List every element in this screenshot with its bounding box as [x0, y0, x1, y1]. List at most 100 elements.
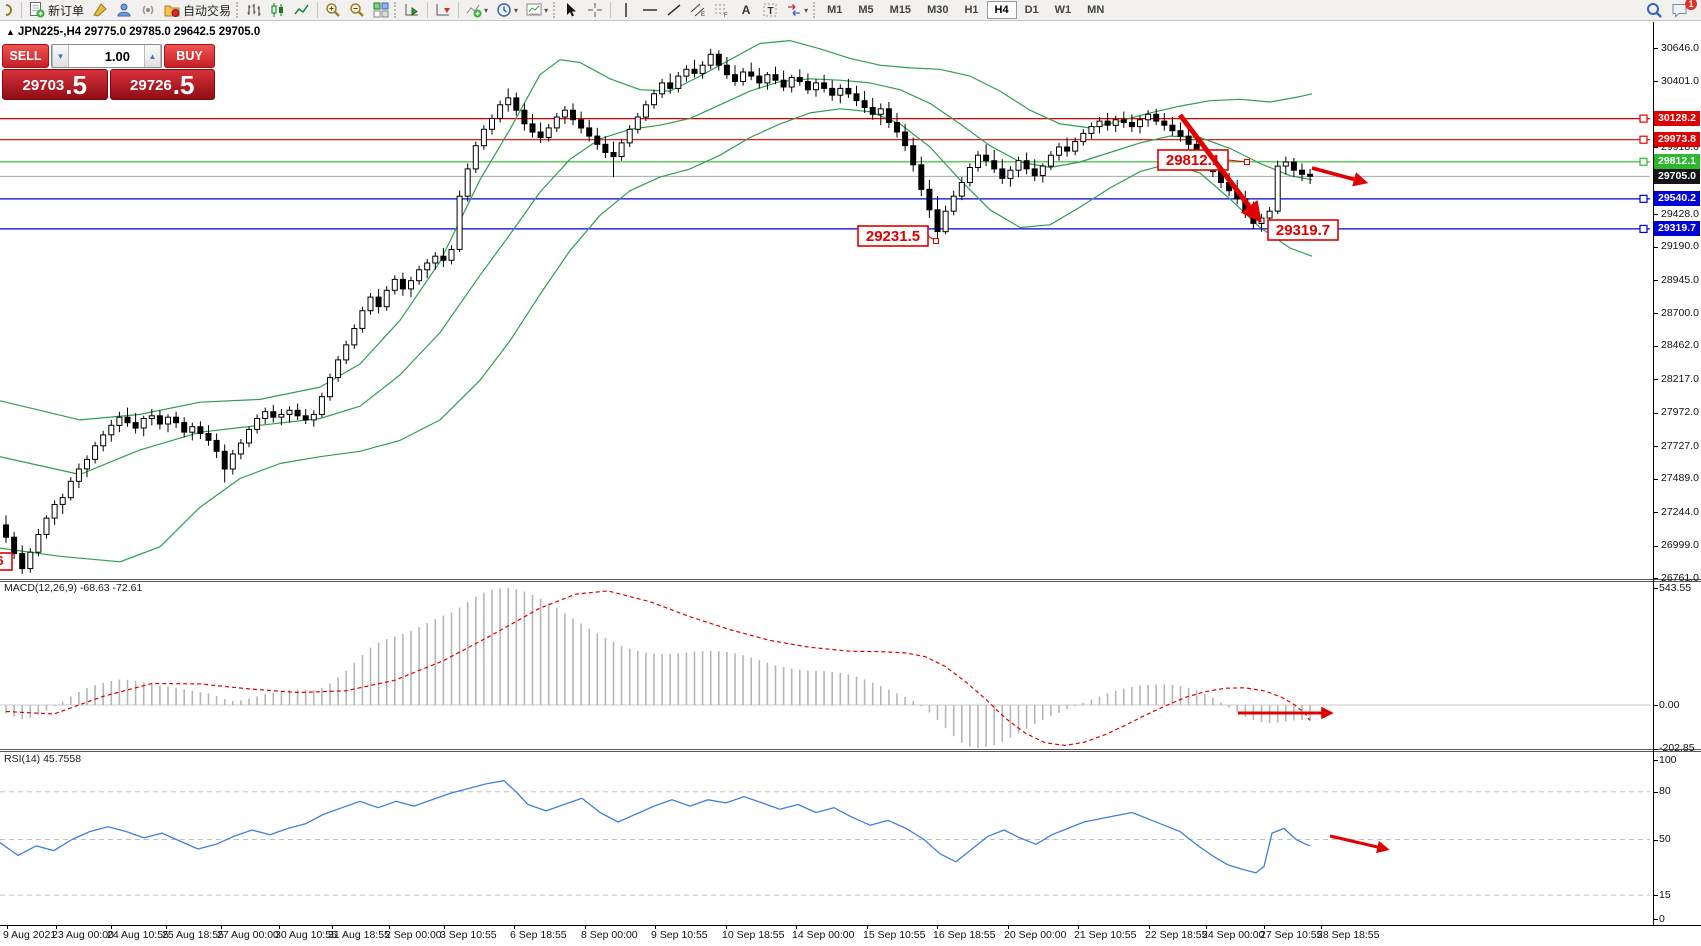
zoom-out-icon[interactable] — [345, 1, 369, 20]
cursor-icon[interactable] — [559, 1, 583, 20]
template-button[interactable]: ▾ — [522, 1, 552, 20]
svg-text:F: F — [724, 13, 728, 18]
volume-decrease-button[interactable]: ▼ — [52, 45, 69, 67]
macd-tick-label: 543.55 — [1659, 581, 1692, 594]
line-chart-icon[interactable] — [290, 1, 314, 20]
tab-timeframe-d1[interactable]: D1 — [1024, 4, 1039, 16]
buy-price[interactable]: 29726 .5 — [109, 69, 215, 100]
candle — [1031, 168, 1038, 177]
fibonacci-icon[interactable]: F — [710, 1, 734, 20]
sell-off-arrow[interactable] — [1178, 113, 1262, 224]
arrows-shapes-button[interactable]: ▾ — [782, 1, 812, 20]
toolbar-separator — [317, 2, 319, 18]
chart-shift-icon[interactable] — [431, 1, 455, 20]
time-tick — [796, 926, 797, 929]
chevron-down-icon: ▾ — [484, 5, 489, 15]
candle — [262, 411, 269, 420]
line-handle[interactable] — [1639, 135, 1648, 144]
candle — [586, 127, 593, 137]
candle — [108, 424, 115, 436]
line-handle[interactable] — [1639, 157, 1648, 166]
crosshair-icon[interactable] — [583, 1, 607, 20]
tab-timeframe-m30[interactable]: M30 — [927, 4, 949, 16]
candle — [140, 418, 147, 429]
time-tick — [221, 926, 222, 929]
auto-scroll-icon[interactable] — [400, 1, 424, 20]
tab-timeframe-m15[interactable]: M15 — [889, 4, 912, 16]
tab-timeframe-h4[interactable]: H4 — [986, 1, 1017, 19]
time-tick — [279, 926, 280, 929]
text-icon[interactable]: A — [741, 3, 751, 17]
candle — [3, 524, 9, 538]
line-handle[interactable] — [1639, 224, 1648, 234]
price-tick-label: 28945.0 — [1661, 273, 1699, 286]
candle — [699, 64, 706, 74]
price-annotation-text: 29812.1 — [1166, 152, 1220, 169]
rsi-tick — [1654, 919, 1658, 920]
search-icon[interactable] — [1642, 1, 1667, 20]
bollinger-lower — [0, 108, 1313, 563]
candle — [472, 145, 479, 170]
rsi-direction-arrow[interactable] — [1329, 834, 1390, 854]
candle — [1056, 146, 1062, 156]
candle — [11, 536, 18, 555]
pullback-arrow[interactable] — [1311, 166, 1369, 187]
price-tick-label: 29428.0 — [1661, 207, 1699, 220]
sell-price[interactable]: 29703 .5 — [2, 69, 108, 100]
tab-timeframe-h1[interactable]: H1 — [964, 4, 979, 16]
volume-input[interactable] — [69, 45, 144, 67]
line-handle[interactable] — [1639, 194, 1648, 203]
candle — [464, 168, 471, 197]
bars-chart-icon[interactable] — [242, 1, 266, 20]
tab-timeframe-mn[interactable]: MN — [1087, 4, 1105, 16]
price-annotation-box[interactable] — [857, 225, 929, 247]
toolbar-separator — [427, 2, 429, 18]
new-order-button[interactable]: 新订单 — [25, 1, 88, 20]
horizontal-line-icon[interactable] — [638, 1, 662, 20]
autotrading-button[interactable]: 自动交易 — [160, 1, 235, 20]
symbol-direction-icon: ▲ — [6, 27, 15, 37]
tab-timeframe-w1[interactable]: W1 — [1054, 4, 1072, 16]
sell-button[interactable]: SELL — [2, 44, 49, 68]
price-annotation-box[interactable] — [0, 552, 13, 571]
time-tick — [1206, 926, 1207, 929]
panel-separator-macd[interactable] — [0, 579, 1701, 582]
price-axis-line[interactable] — [1653, 22, 1654, 925]
panel-separator-rsi[interactable] — [0, 749, 1701, 752]
tab-timeframe-m1[interactable]: M1 — [827, 4, 843, 16]
candle — [715, 53, 722, 66]
tile-windows-icon[interactable] — [369, 1, 393, 20]
candle — [983, 154, 990, 162]
chat-button[interactable]: 1 — [1667, 0, 1697, 20]
profiles-icon[interactable] — [112, 1, 136, 20]
price-tick — [1654, 412, 1658, 414]
candle — [1015, 160, 1022, 171]
time-axis-label: 16 Sep 18:55 — [933, 929, 996, 941]
price-tick — [1654, 214, 1658, 216]
text-label-icon[interactable]: T — [758, 1, 782, 20]
periods-button[interactable]: ▾ — [492, 1, 522, 20]
zoom-in-icon[interactable] — [321, 1, 345, 20]
candlestick-chart-icon[interactable] — [266, 1, 290, 20]
candle — [254, 418, 261, 430]
candle — [918, 164, 925, 190]
time-axis-line[interactable] — [0, 925, 1701, 926]
tab-timeframe-m5[interactable]: M5 — [858, 4, 874, 16]
volume-increase-button[interactable]: ▲ — [144, 45, 161, 67]
indicators-add-button[interactable]: ▾ — [462, 1, 492, 20]
buy-button[interactable]: BUY — [164, 44, 215, 68]
chevron-down-icon: ▾ — [514, 5, 519, 15]
price-annotation-box[interactable] — [1267, 219, 1339, 241]
price-tick — [1654, 48, 1658, 49]
signal-icon[interactable] — [136, 1, 160, 20]
equidistant-channel-icon[interactable]: E — [686, 1, 710, 20]
time-tick — [1078, 926, 1079, 929]
new-chart-gold-icon[interactable] — [88, 1, 112, 20]
chart-plot[interactable]: 29231.5 29812.1 29319.7 6 — [0, 21, 1653, 946]
line-handle[interactable] — [1639, 114, 1648, 123]
candle — [148, 415, 155, 419]
time-tick — [937, 926, 938, 929]
vertical-line-icon[interactable] — [614, 1, 638, 20]
trendline-icon[interactable] — [662, 1, 686, 20]
price-tick-label: 27727.0 — [1661, 439, 1699, 452]
